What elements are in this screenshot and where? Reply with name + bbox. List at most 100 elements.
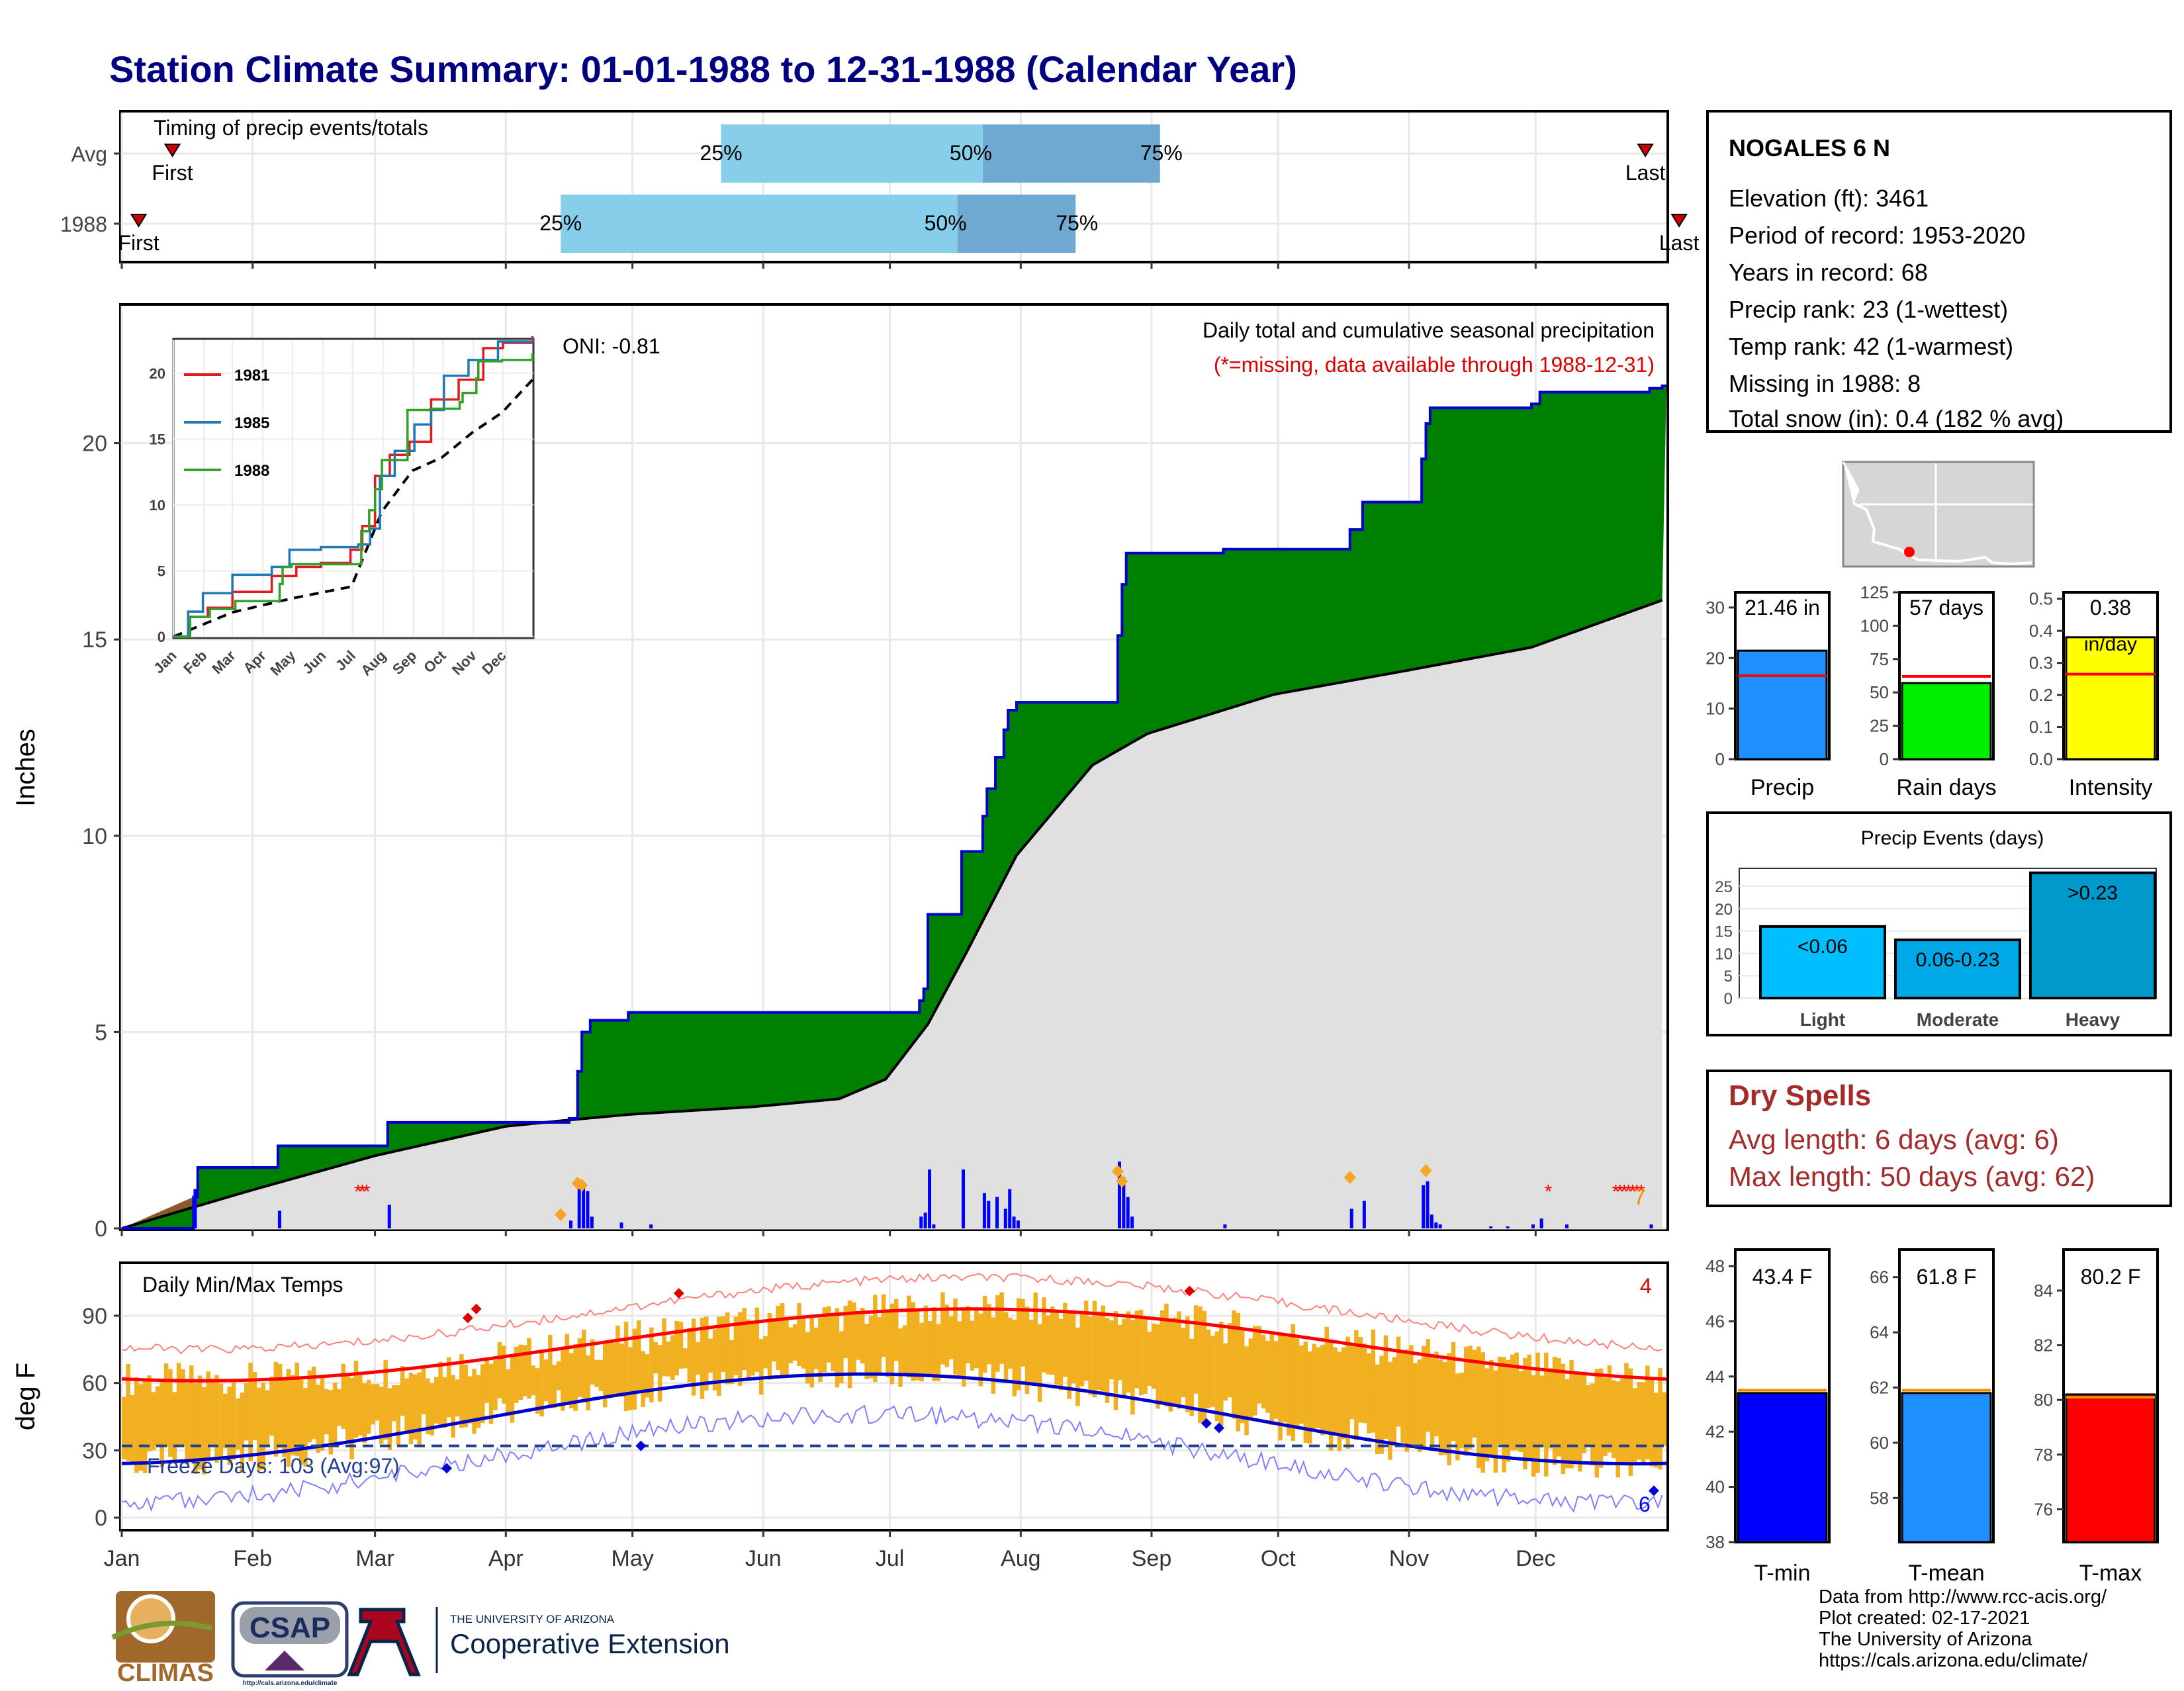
daily-temp-bar: [240, 1392, 245, 1473]
daily-temp-bar: [1569, 1359, 1574, 1469]
timing-last-label: Last: [1659, 231, 1700, 255]
daily-temp-bar: [392, 1385, 396, 1422]
daily-temp-bar: [763, 1336, 768, 1369]
daily-temp-bar: [286, 1369, 291, 1467]
daily-temp-bar: [518, 1344, 523, 1400]
temp-ytick-label: 60: [1870, 1433, 1889, 1453]
daily-temp-bar: [531, 1365, 536, 1396]
temp-label: Daily Min/Max Temps: [142, 1273, 343, 1297]
missing-day-marker: *: [359, 1181, 367, 1203]
temp-bar-T-mean: [1901, 1392, 1992, 1543]
extreme-precip-marker: [1420, 1164, 1432, 1177]
daily-temp-bar: [1113, 1311, 1118, 1410]
inset-ytick-label: 0: [158, 629, 165, 645]
events-bar-moderate: [1894, 938, 2021, 1000]
summary-ytick-label: 75: [1870, 649, 1889, 669]
daily-temp-bar: [1632, 1388, 1637, 1464]
summary-ytick-label: 0.3: [2029, 653, 2053, 673]
daily-temp-bar: [1598, 1368, 1604, 1468]
summary-bar-Rain days: [1901, 682, 1992, 760]
daily-temp-bar: [1253, 1326, 1257, 1416]
daily-precip-bar: [577, 1187, 581, 1228]
daily-temp-bar: [1046, 1315, 1051, 1375]
summary-value-label: 21.46 in: [1745, 596, 1820, 619]
daily-temp-bar: [1152, 1323, 1156, 1389]
daily-temp-bar: [223, 1393, 228, 1449]
precip-events-panel: Precip Events (days) 0 5 10 15 20 25 <0.06 Ligh…: [1706, 811, 2172, 1036]
daily-temp-bar: [932, 1307, 936, 1381]
temp-value-label: 61.8 F: [1917, 1265, 1977, 1289]
daily-precip-bar: [1016, 1220, 1020, 1228]
daily-temp-bar: [1375, 1364, 1380, 1455]
daily-temp-bar: [1535, 1352, 1540, 1473]
daily-temp-bar: [210, 1379, 215, 1446]
daily-temp-bar: [291, 1375, 295, 1455]
daily-precip-bar: [1426, 1181, 1430, 1228]
daily-temp-bar: [252, 1371, 257, 1441]
timing-first-marker: [130, 214, 148, 228]
precip-ytick-label: 15: [82, 627, 107, 653]
inset-series-1988: [173, 353, 534, 638]
daily-temp-bar: [1417, 1359, 1422, 1452]
daily-temp-bar: [147, 1375, 152, 1451]
daily-temp-bar: [273, 1361, 279, 1457]
summary-ytick-label: 100: [1860, 616, 1889, 635]
month-tick-label: Feb: [233, 1546, 272, 1571]
timing-p50-label: 50%: [925, 211, 967, 235]
daily-temp-bar: [1510, 1354, 1515, 1451]
daily-temp-bar: [387, 1388, 392, 1450]
summary-ytick-label: 10: [1706, 699, 1725, 719]
daily-temp-bar: [172, 1392, 177, 1462]
record-high-marker: [471, 1303, 482, 1314]
daily-temp-bar: [1134, 1310, 1139, 1389]
timing-first-marker: [163, 144, 181, 158]
daily-temp-bar: [1514, 1352, 1519, 1451]
daily-temp-bar: [877, 1317, 882, 1375]
timing-last-label: Last: [1625, 161, 1666, 185]
daily-temp-bar: [1088, 1316, 1093, 1395]
daily-temp-bar: [780, 1303, 785, 1379]
daily-temp-bar: [923, 1305, 929, 1374]
temp-ytick-label: 48: [1706, 1256, 1725, 1276]
daily-temp-bar: [227, 1387, 232, 1465]
daily-precip-bar: [928, 1169, 932, 1228]
daily-temp-bar: [1531, 1375, 1536, 1477]
daily-temp-bar: [383, 1360, 388, 1440]
record-low-marker: [1648, 1485, 1659, 1496]
daily-temp-bar: [1489, 1359, 1494, 1455]
daily-temp-bar: [1484, 1368, 1490, 1461]
timing-p25-label: 25%: [539, 211, 582, 235]
daily-temp-bar: [413, 1374, 418, 1440]
station-years: Years in record: 68: [1729, 259, 1928, 286]
missing-day-marker: *: [1633, 1181, 1641, 1203]
daily-temp-bar: [649, 1327, 654, 1402]
daily-temp-bar: [1214, 1331, 1220, 1422]
record-low-marker: [441, 1463, 453, 1474]
daily-temp-bar: [746, 1319, 751, 1379]
daily-temp-bar: [607, 1343, 612, 1398]
daily-temp-bar: [459, 1354, 464, 1428]
station-temp-rank: Temp rank: 42 (1-warmest): [1729, 333, 2013, 360]
daily-temp-bar: [1582, 1371, 1586, 1453]
temp-panel: 0 30 60 90 deg F Daily Min/Max Temps 4 Free…: [11, 1261, 1669, 1531]
daily-temp-bar: [1413, 1363, 1418, 1445]
daily-temp-bar: [345, 1373, 350, 1441]
daily-temp-bar: [1261, 1334, 1266, 1409]
daily-temp-bar: [337, 1389, 341, 1426]
daily-precip-bar: [586, 1191, 590, 1228]
daily-temp-bar: [1552, 1357, 1557, 1465]
missing-day-marker: *: [1612, 1181, 1620, 1203]
daily-temp-bar: [1240, 1328, 1245, 1424]
cumulative-1988-line: [122, 385, 1666, 1230]
footer: CLIMAS CSAP http://cals.arizona.edu/clim…: [111, 1586, 2107, 1687]
page-title: Station Climate Summary: 01-01-1988 to 1…: [109, 48, 1297, 90]
freeze-label: Freeze Days: 103 (Avg:97): [147, 1454, 400, 1478]
daily-temp-bar: [535, 1368, 540, 1414]
daily-temp-bar: [738, 1312, 743, 1386]
summary-ytick-label: 30: [1706, 598, 1725, 617]
timing-p75-label: 75%: [1056, 211, 1098, 235]
daily-precip-bar: [193, 1189, 197, 1228]
daily-temp-bar: [396, 1385, 401, 1445]
daily-temp-bar: [873, 1295, 878, 1382]
daily-temp-bar: [898, 1328, 903, 1387]
